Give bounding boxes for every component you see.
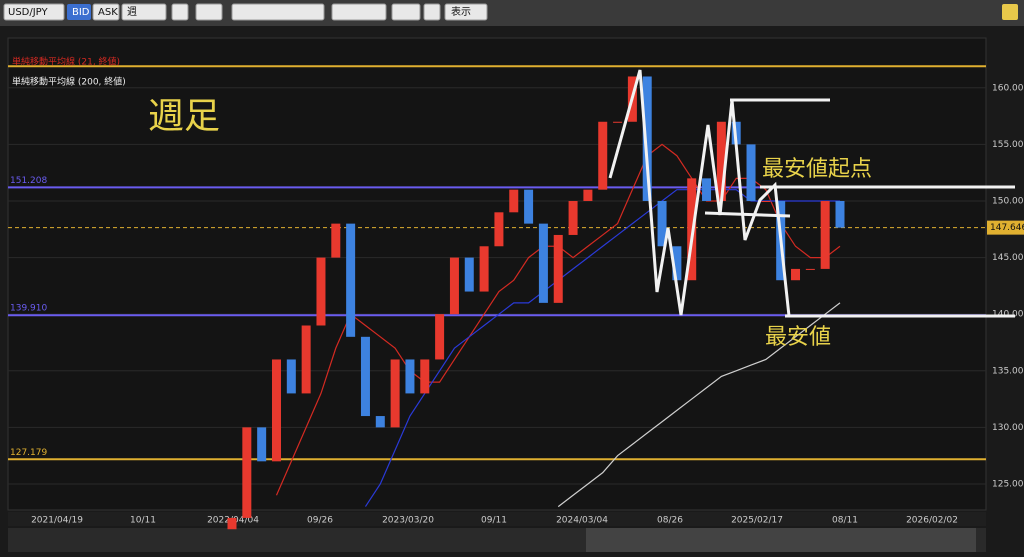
bid-button[interactable] [67,4,91,20]
y-tick-label: 125.000 [992,479,1024,489]
candle [449,257,459,315]
annotation: 最安値起点 [762,157,872,182]
x-tick-label: 08/26 [657,516,683,526]
symbol: USD/JPY [8,7,48,18]
candle [613,121,623,123]
candle [405,359,415,394]
view-select[interactable] [444,3,488,21]
candle [805,268,815,270]
x-tick-label: 2025/02/17 [731,516,783,526]
x-tick-label: 2026/02/02 [906,516,958,526]
light-icon[interactable] [1002,4,1018,20]
candle [435,314,445,360]
tool[interactable] [423,3,441,21]
candle [642,76,652,201]
tool-group[interactable] [231,3,325,21]
candle [598,121,608,190]
x-axis-band [8,512,986,526]
x-tick-label: 10/11 [130,516,156,526]
navigator-window[interactable] [586,528,976,552]
current-box [987,220,1024,235]
candle [538,223,548,303]
annotation: 最安値 [765,325,831,350]
x-tick-label: 2021/04/19 [31,516,83,526]
plot-area [7,37,987,511]
candle [746,144,756,201]
candle [494,212,504,247]
y-tick-label: 130.000 [992,423,1024,433]
candle [761,200,771,202]
x-tick-label: 2023/03/20 [382,516,434,526]
candle [301,325,311,394]
y-tick-label: 150.000 [992,196,1024,206]
legend-entry: 単純移動平均線 (200, 終値) [12,76,126,88]
symbol-select[interactable] [3,3,65,21]
period: 週 [127,6,137,18]
ask-button[interactable] [92,3,120,21]
current-label: 147.646 [990,223,1024,233]
candle [583,189,593,201]
y-tick-label: 135.000 [992,366,1024,376]
candle [420,359,430,394]
candle [716,121,726,201]
candle [524,189,534,224]
level-label: 127.179 [10,448,47,458]
candle [479,246,489,292]
tool[interactable] [391,3,421,21]
y-tick-label: 145.000 [992,253,1024,263]
x-tick-label: 08/11 [832,516,858,526]
view: 表示 [451,5,471,18]
zigzag [608,69,791,317]
candle [375,416,385,428]
moving-average [557,302,841,508]
candle [346,223,356,337]
candle [331,223,341,258]
legend-entry: 単純移動平均線 (21, 終値) [12,56,120,68]
toolbar [0,0,1024,26]
candle [316,257,326,326]
candle [672,246,682,281]
y-tick-label: 155.000 [992,140,1024,150]
candle [390,359,400,428]
annotation: 週足 [148,96,220,137]
candle [820,200,830,269]
candle [702,178,712,201]
candle [242,427,252,518]
candle [286,359,296,394]
level-label: 139.910 [10,304,47,314]
x-tick-label: 09/26 [307,516,333,526]
candle [464,257,474,292]
level-label: 151.208 [10,176,47,186]
candle [553,234,563,303]
period-select[interactable] [121,3,167,21]
candle [227,517,237,530]
x-tick-label: 2024/03/04 [556,516,608,526]
candle [568,200,578,235]
candle [360,336,370,417]
candle [257,427,267,462]
neck-line [704,211,791,218]
tool[interactable] [171,3,189,21]
tool-group[interactable] [331,3,387,21]
tool[interactable] [195,3,223,21]
candle [509,189,519,213]
candle [791,268,801,281]
candle [657,200,667,247]
y-tick-label: 160.000 [992,83,1024,93]
ask: ASK [98,7,118,18]
x-tick-label: 09/11 [481,516,507,526]
candle [835,200,845,228]
bid: BID [72,7,90,18]
candle [271,359,281,462]
